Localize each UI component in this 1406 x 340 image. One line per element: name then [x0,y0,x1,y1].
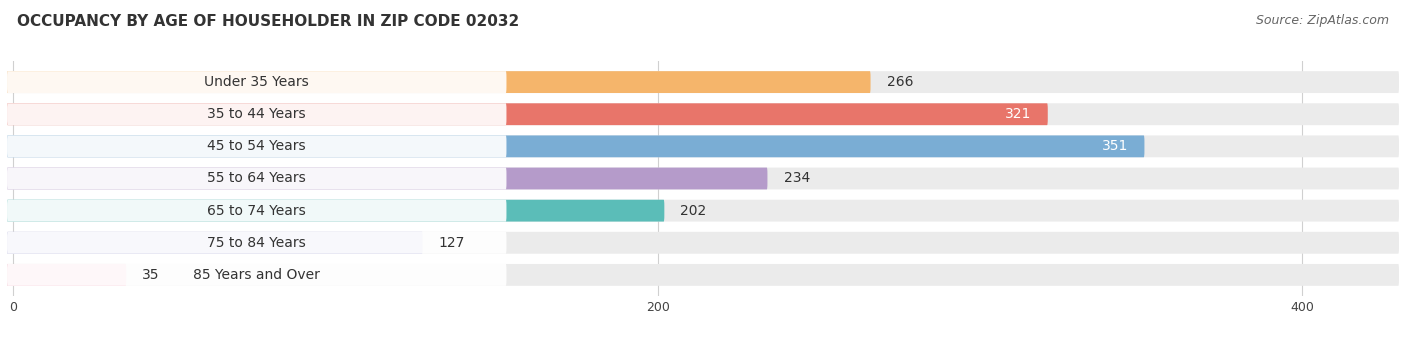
FancyBboxPatch shape [7,264,127,286]
Text: 127: 127 [439,236,465,250]
FancyBboxPatch shape [7,200,506,222]
FancyBboxPatch shape [7,232,423,254]
Text: 55 to 64 Years: 55 to 64 Years [207,171,307,186]
Text: 85 Years and Over: 85 Years and Over [193,268,321,282]
Text: Source: ZipAtlas.com: Source: ZipAtlas.com [1256,14,1389,27]
FancyBboxPatch shape [7,135,506,157]
Text: 234: 234 [783,171,810,186]
Text: Under 35 Years: Under 35 Years [204,75,309,89]
Text: 266: 266 [887,75,912,89]
Text: 351: 351 [1102,139,1129,153]
FancyBboxPatch shape [7,168,506,189]
FancyBboxPatch shape [7,103,1047,125]
FancyBboxPatch shape [7,135,1399,157]
FancyBboxPatch shape [7,71,1399,93]
Text: 321: 321 [1005,107,1032,121]
FancyBboxPatch shape [7,264,506,286]
FancyBboxPatch shape [7,71,870,93]
FancyBboxPatch shape [7,232,1399,254]
Text: 35 to 44 Years: 35 to 44 Years [208,107,307,121]
Text: OCCUPANCY BY AGE OF HOUSEHOLDER IN ZIP CODE 02032: OCCUPANCY BY AGE OF HOUSEHOLDER IN ZIP C… [17,14,519,29]
FancyBboxPatch shape [7,168,768,189]
Text: 35: 35 [142,268,160,282]
Text: 65 to 74 Years: 65 to 74 Years [207,204,307,218]
FancyBboxPatch shape [7,200,665,222]
Text: 75 to 84 Years: 75 to 84 Years [207,236,307,250]
Text: 202: 202 [681,204,707,218]
FancyBboxPatch shape [7,168,1399,189]
FancyBboxPatch shape [7,71,506,93]
FancyBboxPatch shape [7,103,1399,125]
FancyBboxPatch shape [7,264,1399,286]
FancyBboxPatch shape [7,232,506,254]
FancyBboxPatch shape [7,135,1144,157]
FancyBboxPatch shape [7,103,506,125]
Text: 45 to 54 Years: 45 to 54 Years [208,139,307,153]
FancyBboxPatch shape [7,200,1399,222]
